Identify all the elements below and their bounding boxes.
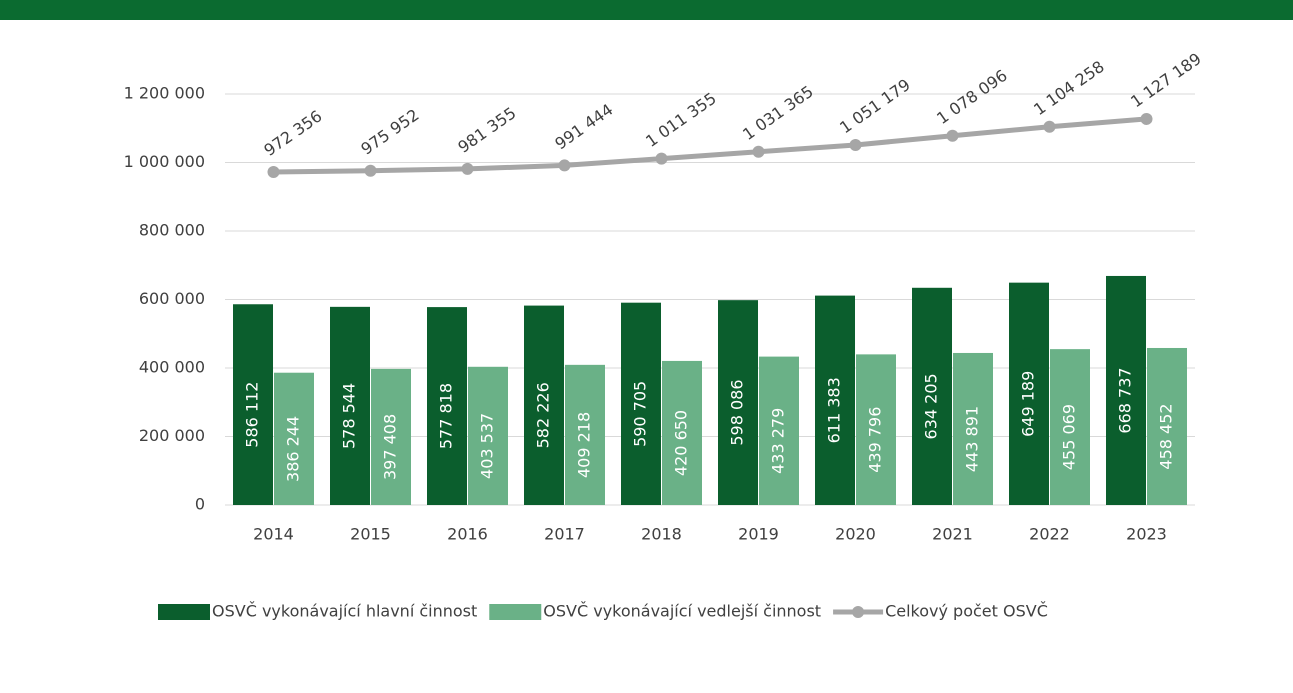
bar <box>662 360 702 505</box>
y-tick-label: 400 000 <box>139 358 205 377</box>
x-tick-label: 2020 <box>835 525 876 544</box>
y-tick-label: 1 200 000 <box>124 84 205 103</box>
bar <box>274 372 314 505</box>
bar <box>1106 275 1146 505</box>
bar <box>371 368 411 505</box>
x-tick-label: 2018 <box>641 525 682 544</box>
bar-value-label: 433 279 <box>769 408 788 474</box>
line-marker <box>1140 112 1153 125</box>
legend-label: OSVČ vykonávající vedlejší činnost <box>543 602 821 621</box>
x-tick-label: 2016 <box>447 525 488 544</box>
bar <box>718 300 758 505</box>
bar-value-label: 397 408 <box>381 414 400 480</box>
bar-value-label: 443 891 <box>963 406 982 472</box>
x-tick-label: 2015 <box>350 525 391 544</box>
bar-value-label: 598 086 <box>728 379 747 445</box>
bar <box>427 307 467 505</box>
bar <box>330 306 370 505</box>
x-tick-label: 2017 <box>544 525 585 544</box>
bar-value-label: 586 112 <box>243 382 262 448</box>
line-marker <box>946 129 959 142</box>
bar <box>233 304 273 505</box>
line-value-label: 991 444 <box>551 100 616 154</box>
line-value-label: 1 078 096 <box>933 66 1011 128</box>
line-value-label: 975 952 <box>357 105 422 159</box>
line-marker <box>461 162 474 175</box>
x-tick-label: 2014 <box>253 525 294 544</box>
legend-label: OSVČ vykonávající hlavní činnost <box>212 602 477 621</box>
legend-swatch <box>158 604 210 620</box>
line-marker <box>752 145 765 158</box>
bar <box>1147 347 1187 505</box>
bar-value-label: 439 796 <box>866 407 885 473</box>
bar-value-label: 577 818 <box>437 383 456 449</box>
y-tick-label: 600 000 <box>139 289 205 308</box>
bar <box>524 305 564 505</box>
bar-value-label: 409 218 <box>575 412 594 478</box>
line-value-label: 1 127 189 <box>1127 49 1205 111</box>
bar-value-label: 611 383 <box>825 377 844 443</box>
bar <box>953 352 993 505</box>
line-value-label: 972 356 <box>260 106 325 160</box>
line-marker <box>849 138 862 151</box>
bar <box>468 366 508 505</box>
y-tick-label: 200 000 <box>139 426 205 445</box>
bar-value-label: 386 244 <box>284 416 303 482</box>
legend-swatch <box>489 604 542 620</box>
x-tick-label: 2023 <box>1126 525 1167 544</box>
y-tick-label: 0 <box>195 495 205 514</box>
bar-value-label: 649 189 <box>1019 371 1038 437</box>
bar <box>856 354 896 505</box>
line-value-label: 1 104 258 <box>1030 57 1108 119</box>
x-tick-label: 2022 <box>1029 525 1070 544</box>
x-tick-label: 2019 <box>738 525 779 544</box>
bar <box>912 287 952 505</box>
bar <box>621 302 661 505</box>
bar-value-label: 578 544 <box>340 383 359 449</box>
line-marker <box>364 164 377 177</box>
bar <box>1009 282 1049 505</box>
legend-swatch <box>852 606 865 618</box>
line-marker <box>267 165 280 178</box>
bar <box>815 295 855 505</box>
y-tick-label: 800 000 <box>139 221 205 240</box>
line-value-label: 1 011 355 <box>642 89 720 151</box>
x-tick-label: 2021 <box>932 525 973 544</box>
bar <box>565 364 605 505</box>
header-band <box>0 0 1293 20</box>
line-marker <box>558 159 571 172</box>
legend-label: Celkový počet OSVČ <box>885 602 1048 621</box>
bar-value-label: 458 452 <box>1157 403 1176 469</box>
line-value-label: 1 051 179 <box>836 75 914 137</box>
bar <box>759 356 799 505</box>
line-value-label: 981 355 <box>454 103 519 157</box>
line-marker <box>1043 120 1056 133</box>
bar-value-label: 634 205 <box>922 373 941 439</box>
bar-value-label: 420 650 <box>672 410 691 476</box>
bar-value-label: 668 737 <box>1116 367 1135 433</box>
y-tick-label: 1 000 000 <box>124 152 205 171</box>
bar-value-label: 403 537 <box>478 413 497 479</box>
bar-value-label: 582 226 <box>534 382 553 448</box>
line-value-label: 1 031 365 <box>739 82 817 144</box>
line-marker <box>655 152 668 165</box>
bar-value-label: 455 069 <box>1060 404 1079 470</box>
bar <box>1050 349 1090 505</box>
bar-value-label: 590 705 <box>631 381 650 447</box>
line <box>273 116 1147 175</box>
